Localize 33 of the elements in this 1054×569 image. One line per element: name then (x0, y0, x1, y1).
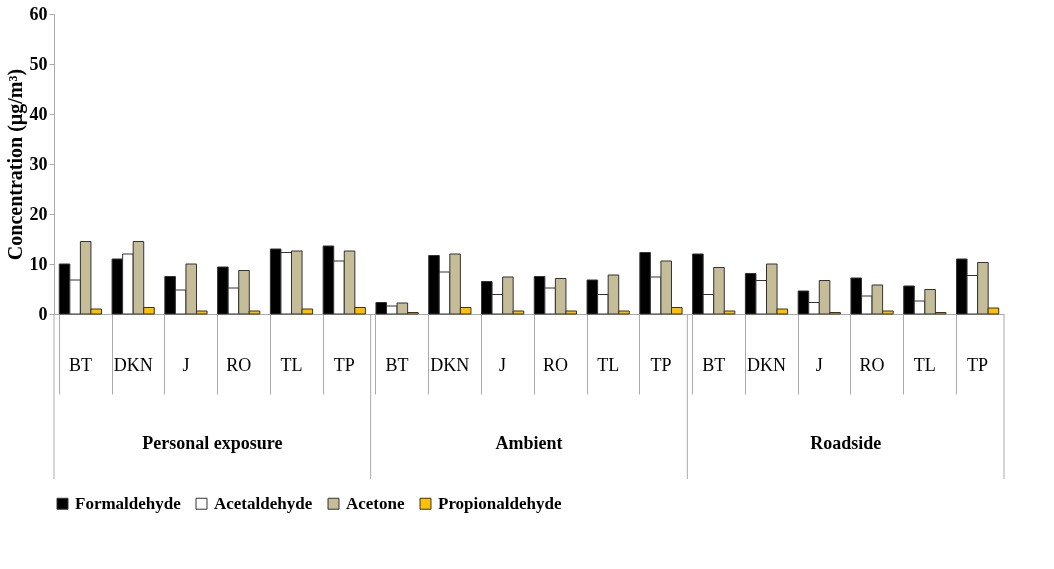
x-tick-label: TP (967, 354, 989, 375)
x-tick-label: TL (280, 354, 303, 375)
text: Ambient (495, 433, 563, 453)
y-axis-title: Concentration (µg/m³) (3, 68, 27, 261)
x-tick-label: TP (333, 354, 355, 375)
text: Personal exposure (142, 433, 283, 453)
y-tick-label: 60 (29, 3, 48, 24)
y-tick-label: 50 (29, 53, 48, 74)
x-tick-label: J (815, 354, 823, 375)
x-tick-label: J (182, 354, 190, 375)
x-tick-label: RO (226, 354, 252, 375)
y-tick-label: 20 (29, 203, 48, 224)
x-tick-label: J (499, 354, 507, 375)
y-tick-label: 40 (29, 103, 48, 124)
x-tick-label: TL (597, 354, 620, 375)
y-tick-label: 0 (38, 303, 48, 324)
text: Roadside (810, 433, 882, 453)
y-tick-label: 10 (29, 253, 48, 274)
x-tick-label: RO (859, 354, 885, 375)
legend-label: Formaldehyde (75, 493, 182, 513)
x-tick-label: BT (702, 354, 726, 375)
x-tick-label: TP (650, 354, 672, 375)
x-tick-label: DKN (747, 354, 786, 375)
x-tick-label: BT (385, 354, 409, 375)
x-tick-label: TL (913, 354, 936, 375)
x-tick-label: DKN (430, 354, 470, 375)
x-tick-label: RO (542, 354, 568, 375)
legend-label: Acetone (346, 493, 405, 513)
legend-label: Acetaldehyde (214, 493, 313, 513)
y-tick-label: 30 (29, 153, 48, 174)
legend-label: Propionaldehyde (438, 493, 562, 513)
x-tick-label: DKN (113, 354, 153, 375)
x-tick-label: BT (68, 354, 92, 375)
